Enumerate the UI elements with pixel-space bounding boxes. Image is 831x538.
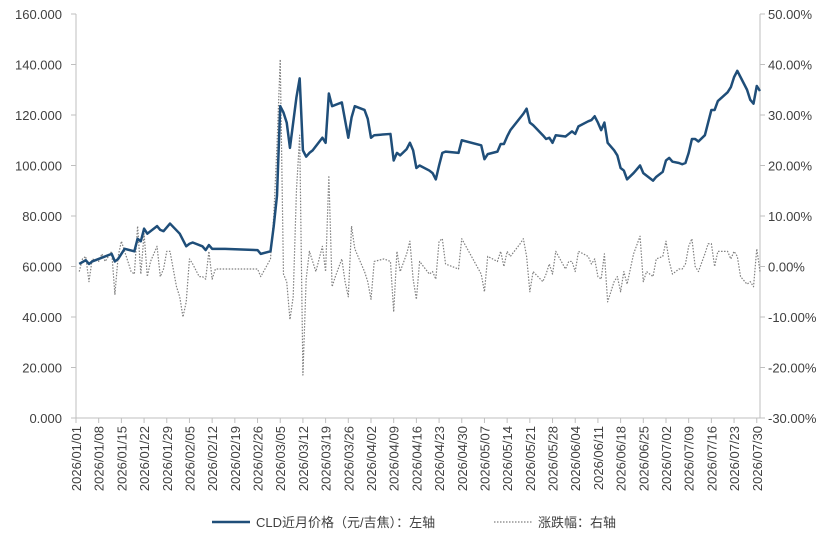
change-series-line [78,58,761,376]
x-tick-label: 2026/06/11 [591,426,606,490]
right-tick-label: 40.00% [768,58,813,73]
x-tick-label: 2026/06/04 [568,426,583,491]
x-tick-label: 2026/07/30 [750,426,765,491]
right-tick-label: 10.00% [768,209,813,224]
x-tick-label: 2026/04/16 [409,426,424,491]
x-tick-label: 2026/04/23 [432,426,447,491]
x-tick-label: 2026/07/16 [704,426,719,491]
x-tick-label: 2026/07/02 [659,426,674,491]
x-tick-label: 2026/03/12 [296,426,311,491]
x-tick-label: 2026/02/19 [228,426,243,491]
series-layer [78,58,762,376]
right-tick-label: 0.00% [768,260,805,275]
right-tick-label: -20.00% [768,361,817,376]
x-axis-ticks: 2026/01/01 2026/01/08 2026/01/15 2026/01/22… [69,418,765,491]
left-tick-label: 40.000 [22,310,62,325]
price-series-line [78,69,762,266]
x-tick-label: 2026/01/08 [92,426,107,491]
right-tick-label: 50.00% [768,7,813,22]
x-tick-label: 2026/06/18 [614,426,629,491]
right-axis-ticks: -30.00% -20.00% -10.00% 0.00% 10.00% 20.00% 30… [760,7,817,426]
x-tick-label: 2026/01/15 [114,426,129,491]
x-tick-label: 2026/05/07 [477,426,492,491]
x-tick-label: 2026/07/23 [727,426,742,491]
left-tick-label: 140.000 [15,58,62,73]
x-tick-label: 2026/05/28 [546,426,561,491]
x-tick-label: 2026/07/09 [682,426,697,491]
x-tick-label: 2026/04/02 [364,426,379,491]
x-tick-label: 2026/05/21 [523,426,538,491]
right-tick-label: 30.00% [768,108,813,123]
x-tick-label: 2026/03/19 [319,426,334,491]
left-tick-label: 0.000 [29,411,62,426]
left-tick-label: 120.000 [15,108,62,123]
x-tick-label: 2026/01/22 [137,426,152,491]
legend-change-label: 涨跌幅：右轴 [538,515,616,530]
left-axis-ticks: 0.000 20.000 40.000 60.000 80.000 100.000 120.… [15,7,76,426]
legend: CLD近月价格（元/吉焦）：左轴 涨跌幅：右轴 [212,515,616,530]
left-tick-label: 160.000 [15,7,62,22]
x-tick-label: 2026/03/26 [341,426,356,491]
right-tick-label: -10.00% [768,310,817,325]
right-tick-label: -30.00% [768,411,817,426]
x-tick-label: 2026/04/09 [387,426,402,491]
x-tick-label: 2026/02/12 [205,426,220,491]
x-tick-label: 2026/05/14 [500,426,515,491]
right-tick-label: 20.00% [768,159,813,174]
x-tick-label: 2026/01/01 [69,426,84,491]
x-tick-label: 2026/03/05 [273,426,288,491]
legend-price-label: CLD近月价格（元/吉焦）：左轴 [256,515,435,530]
x-tick-label: 2026/02/05 [182,426,197,491]
x-tick-label: 2026/02/26 [251,426,266,491]
left-tick-label: 80.000 [22,209,62,224]
left-tick-label: 100.000 [15,159,62,174]
left-tick-label: 60.000 [22,260,62,275]
chart-axes [75,14,761,419]
left-tick-label: 20.000 [22,361,62,376]
x-tick-label: 2026/06/25 [636,426,651,491]
x-tick-label: 2026/04/30 [455,426,470,491]
x-tick-label: 2026/01/29 [160,426,175,491]
